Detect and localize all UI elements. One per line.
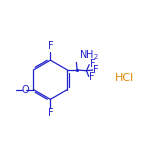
Text: F: F: [89, 72, 95, 82]
Text: F: F: [93, 65, 99, 75]
Text: F: F: [48, 108, 53, 118]
Text: F: F: [90, 59, 95, 69]
Text: HCl: HCl: [115, 73, 134, 83]
Text: O: O: [21, 85, 29, 95]
Text: F: F: [48, 41, 53, 51]
Text: NH$_2$: NH$_2$: [79, 48, 98, 62]
